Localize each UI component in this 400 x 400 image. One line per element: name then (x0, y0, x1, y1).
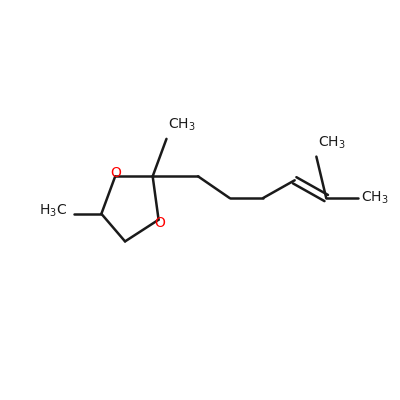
Text: CH$_3$: CH$_3$ (318, 134, 346, 151)
Text: CH$_3$: CH$_3$ (168, 116, 196, 133)
Text: CH$_3$: CH$_3$ (361, 190, 388, 206)
Text: H$_3$C: H$_3$C (39, 202, 67, 219)
Text: O: O (110, 166, 121, 180)
Text: O: O (155, 216, 166, 230)
